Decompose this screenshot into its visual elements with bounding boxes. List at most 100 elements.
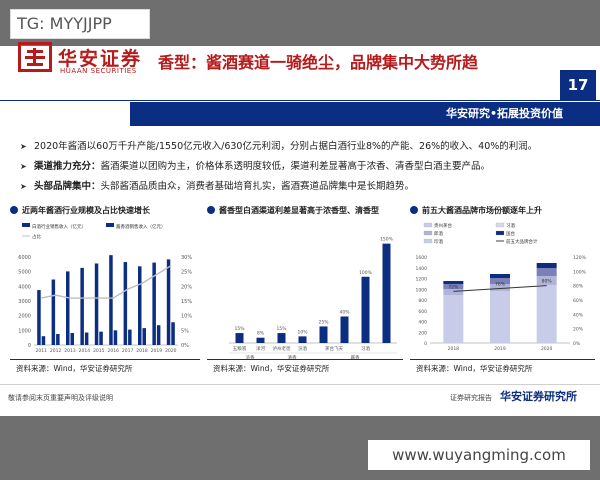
bar-industry (123, 262, 128, 345)
y-tick-label: 0 (28, 343, 31, 349)
y2-tick-label: 0% (181, 343, 189, 349)
bar-segment (536, 276, 557, 285)
y2-tick-label: 80% (573, 284, 584, 290)
chart-source: 资料来源：Wind，华安证券研究所 (16, 364, 133, 373)
chart-panel-channel-margin: 酱香型白酒渠道利差显著高于浓香型、清香型 15% 8% 15% 10% 25% 40% 10… (207, 205, 403, 385)
bar-segment (490, 274, 510, 278)
page-title: 香型：酱酒赛道一骑绝尘，品牌集中大势所趋 (158, 53, 479, 72)
bar-industry (80, 267, 84, 345)
x-tick-label: 习酒 (361, 345, 370, 352)
bar-maotai-style (156, 325, 161, 345)
y-tick-label: 1200 (416, 277, 428, 283)
y-tick-label: 6000 (18, 255, 31, 261)
chart-panel-brand-share: 前五大酱酒品牌市场份额逐年上升 贵州茅台 习酒 郎酒 国台 珍酒 前五大品牌合计 0 200 4… (410, 205, 595, 385)
bar-segment (443, 284, 464, 289)
bar-maotai-style (99, 331, 103, 345)
bar-segment (443, 289, 464, 295)
chart-industry-scale: 白酒行业销售收入（亿元） 酱香酒销售收入（亿元） 占比 0 1000 2000 3000 40… (18, 223, 192, 354)
bar-industry (109, 255, 113, 345)
page-number: 17 (560, 70, 596, 100)
bar-margin (277, 333, 286, 343)
bar-margin (361, 276, 370, 343)
data-label: 15% (276, 326, 287, 332)
y-tick-label: 1600 (416, 255, 428, 261)
legend-swatch (423, 222, 433, 228)
bar-segment (490, 284, 510, 291)
legend-label: 白酒行业销售收入（亿元） (32, 223, 86, 230)
legend-label: 贵州茅台 (434, 222, 452, 229)
legend-label: 珍酒 (434, 238, 443, 245)
x-tick-label: 2011 (35, 348, 47, 354)
bar-maotai-style (70, 332, 74, 345)
line-share (41, 265, 172, 299)
legend-label: 习酒 (506, 222, 515, 229)
bar-margin (319, 326, 328, 343)
bar-industry (66, 271, 70, 345)
watermark: www.wuyangming.com (368, 440, 590, 470)
data-label: 15% (234, 326, 245, 332)
bar-industry (37, 290, 41, 345)
legend-swatch (495, 222, 505, 228)
y-tick-label: 0 (424, 341, 427, 347)
footer-divider (0, 384, 600, 385)
bar-segment (536, 285, 557, 343)
bar-maotai-style (128, 329, 132, 345)
chart-source: 资料来源：Wind，华安证券研究所 (416, 364, 533, 373)
x-tick-label: 泸州老窖 (273, 345, 291, 352)
chart-channel-margin: 15% 8% 15% 10% 25% 40% 100% 150% 五粮液 洋河 泸州老窖 汾酒 茅台飞天… (229, 237, 397, 361)
y2-tick-label: 60% (573, 298, 584, 304)
chart-panel-industry-scale: 近两年酱酒行业规模及占比快速增长 白酒行业销售收入（亿元） 酱香酒销售收入（亿元）… (10, 205, 200, 385)
legend-swatch (106, 223, 114, 227)
data-label: 76% (495, 282, 506, 288)
slogan: 华安研究•拓展投资价值 (446, 107, 564, 120)
y2-tick-label: 10% (181, 314, 192, 320)
x-tick-label: 2018 (136, 348, 148, 354)
x-tick-label: 2012 (50, 348, 62, 354)
legend-label: 占比 (32, 233, 41, 240)
y-tick-label: 1000 (416, 287, 428, 293)
bar-industry (152, 262, 156, 345)
legend-label: 郎酒 (434, 230, 443, 237)
logo-text: 华安证券 (58, 48, 143, 70)
y-tick-label: 1000 (18, 328, 31, 334)
panel-divider (10, 359, 200, 360)
bar-industry (51, 279, 56, 345)
y-tick-label: 2000 (18, 314, 31, 320)
bar-maotai-style (41, 336, 46, 345)
bullet-item: 2020年酱酒以60万千升产能/1550亿元收入/630亿元利润，分别占据白酒行… (20, 137, 590, 157)
x-tick-label: 2020 (165, 348, 177, 354)
x-tick-label: 2017 (122, 348, 134, 354)
chart-title: 前五大酱酒品牌市场份额逐年上升 (410, 205, 542, 216)
line-top5-share (453, 285, 547, 292)
y-tick-label: 800 (418, 298, 427, 304)
y-tick-label: 3000 (18, 299, 31, 305)
chart-title: 近两年酱酒行业规模及占比快速增长 (10, 205, 150, 216)
data-label: 40% (339, 310, 350, 316)
y-tick-label: 200 (418, 330, 427, 336)
bar-margin (298, 336, 307, 343)
x-tick-label: 2013 (64, 348, 76, 354)
bar-margin (382, 243, 391, 343)
x-tick-label: 洋河 (256, 345, 265, 352)
bar-industry (138, 266, 142, 345)
group-label: 酱香 (351, 354, 360, 361)
legend-label: 前五大品牌合计 (506, 238, 538, 245)
bar-margin (340, 316, 349, 343)
header-bar (130, 102, 600, 126)
x-tick-label: 2019 (494, 346, 506, 352)
bar-segment (490, 278, 510, 284)
bar-margin (256, 337, 265, 343)
bar-segment (443, 295, 464, 343)
bar-maotai-style (171, 322, 175, 345)
y2-tick-label: 30% (181, 255, 192, 261)
x-tick-label: 2020 (541, 346, 553, 352)
y2-tick-label: 0% (573, 341, 581, 347)
bar-margin (235, 333, 244, 343)
y2-tick-label: 100% (573, 269, 587, 275)
legend-label: 酱香酒销售收入（亿元） (116, 223, 166, 230)
panel-divider (207, 359, 403, 360)
legend-swatch (423, 238, 433, 244)
header-divider (0, 100, 600, 101)
legend-label: 国台 (506, 230, 515, 237)
y2-tick-label: 25% (181, 270, 192, 276)
